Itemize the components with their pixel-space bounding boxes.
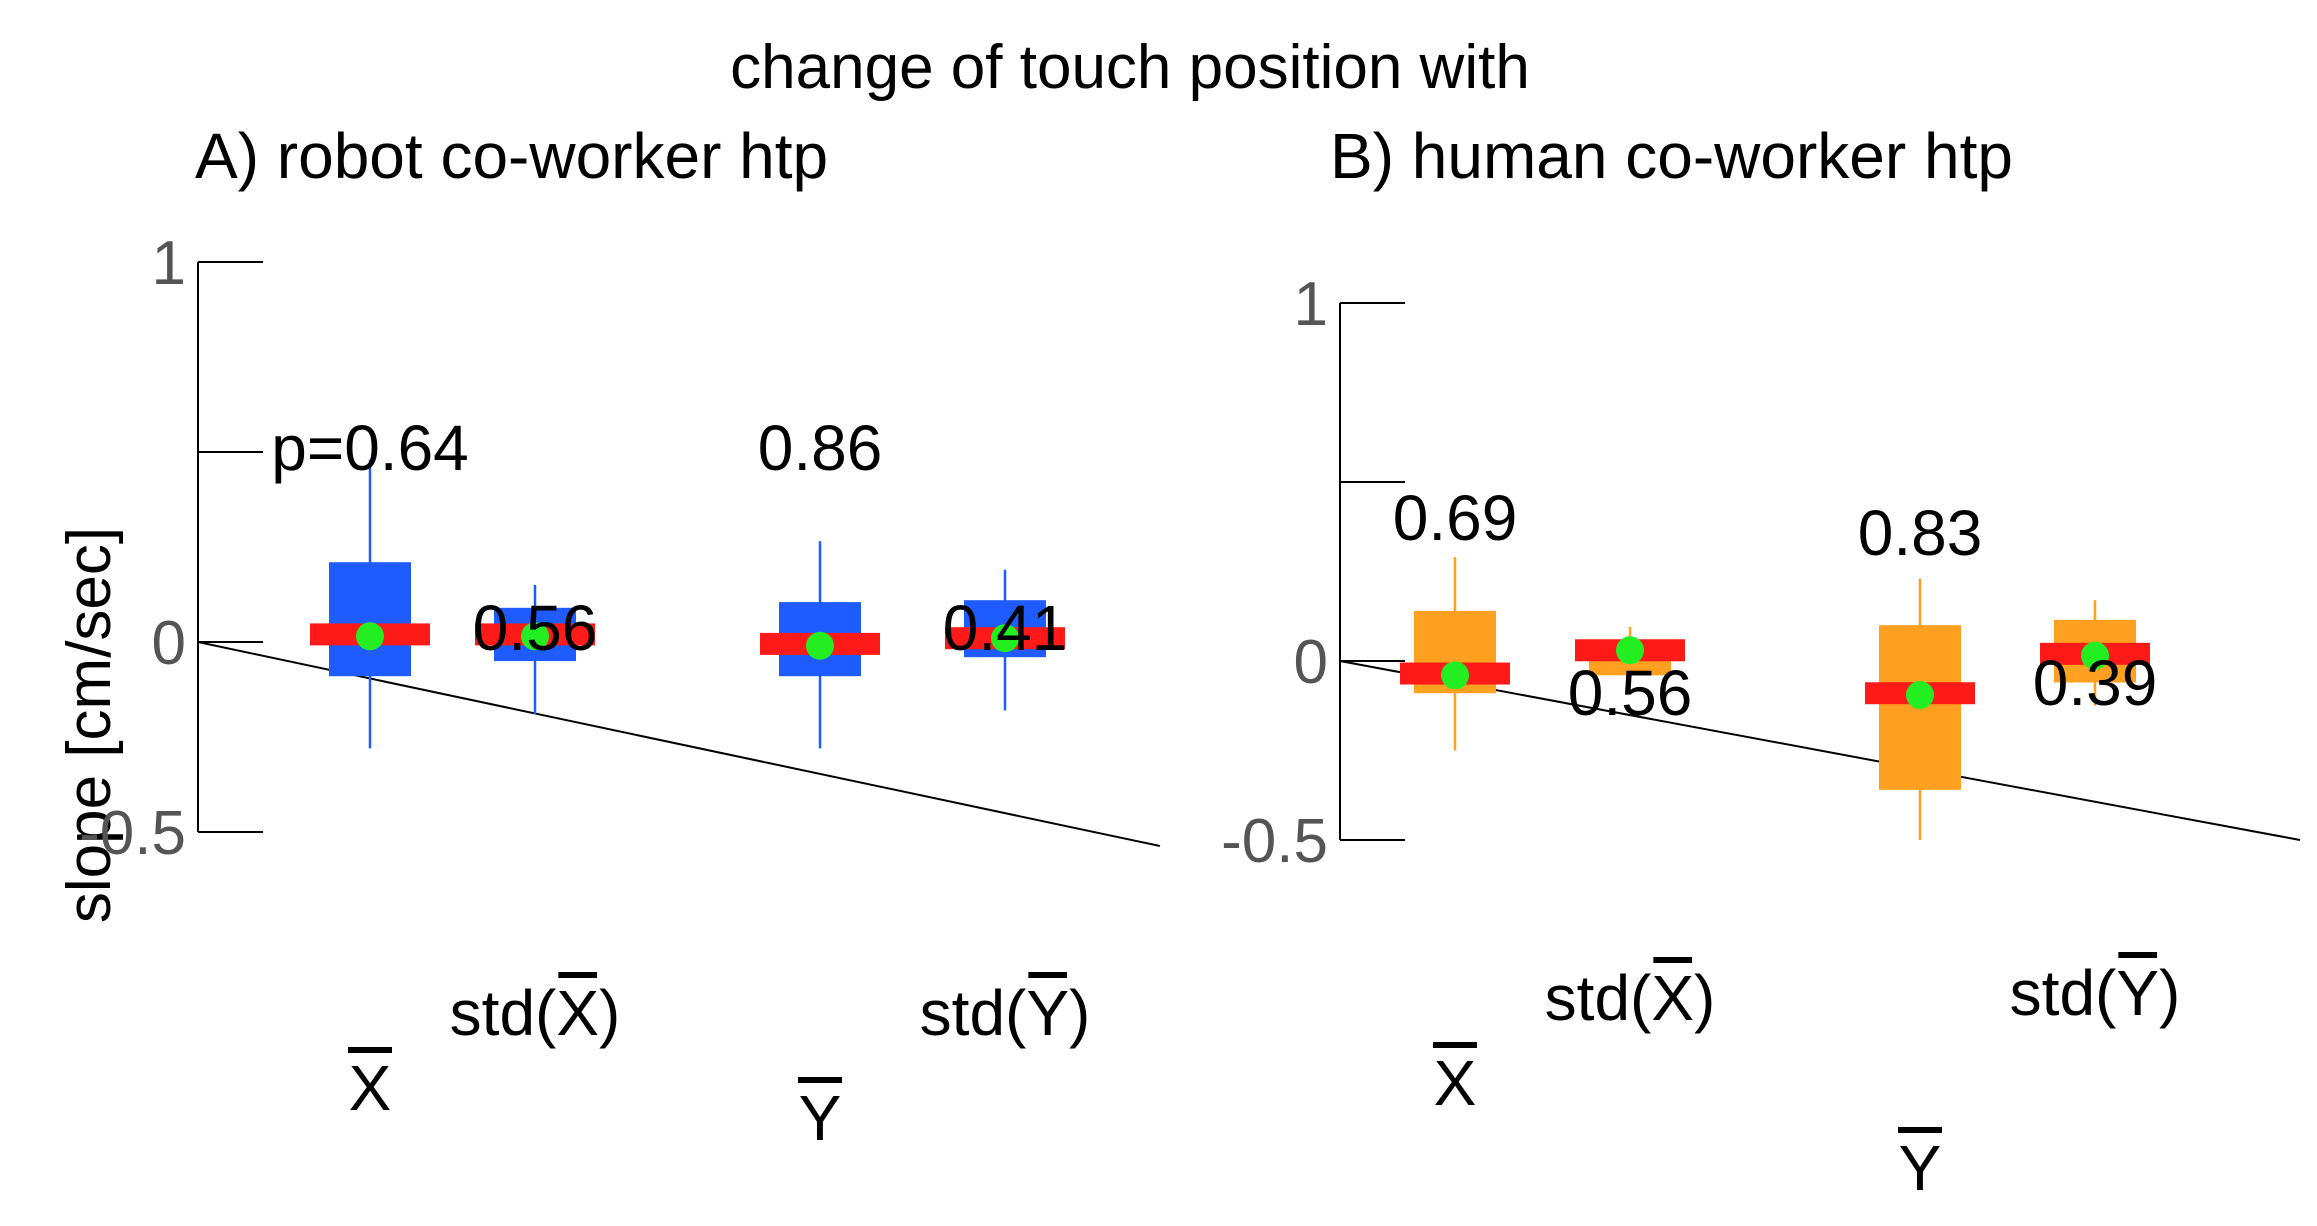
mean-point	[2081, 641, 2109, 670]
p-value-label: p=0.64	[271, 412, 469, 484]
y-tick-label: 0	[152, 609, 186, 678]
p-value-label: 0.56	[1568, 657, 1693, 729]
mean-point	[1906, 681, 1934, 710]
y-axis-label: slope [cm/sec]	[55, 527, 124, 923]
category-label: std(Y)	[920, 977, 1091, 1049]
y-tick-label: 1	[152, 229, 186, 298]
y-tick-label: 1	[1294, 270, 1328, 339]
y-tick-label: -0.5	[1221, 807, 1328, 876]
box-group: p=0.64 X	[271, 412, 469, 1124]
category-label: std(X)	[450, 977, 621, 1049]
box	[329, 562, 411, 677]
panel-a-title: A) robot co-worker htp	[195, 120, 828, 192]
category-label: std(X)	[1545, 962, 1716, 1034]
p-value-label: 0.41	[943, 592, 1068, 664]
box-group: 0.56 std(X)	[1545, 626, 1716, 1034]
p-value-label: 0.39	[2033, 647, 2158, 719]
mean-point	[1441, 661, 1469, 690]
box-group: 0.56 std(X)	[450, 585, 621, 1049]
p-value-label: 0.83	[1858, 497, 1983, 569]
category-label: X	[349, 1052, 392, 1124]
p-value-label: 0.86	[758, 412, 883, 484]
figure-title: change of touch position with	[730, 33, 1530, 102]
zero-line	[1339, 660, 2301, 841]
box-group: 0.83 Y	[1858, 497, 1983, 1204]
box-group: 0.39 std(Y)	[2010, 600, 2181, 1029]
mean-point	[806, 631, 834, 660]
mean-point	[521, 622, 549, 651]
box-group: 0.69 X	[1393, 482, 1518, 1119]
category-label: Y	[1899, 1132, 1942, 1204]
y-tick-label: 0	[1294, 628, 1328, 697]
panel-a-plot: -0.5 0 1 p=0.64 X 0.56 std(X) 0.86 Y 0.41 std(Y)	[79, 229, 1161, 1154]
box-group: 0.41 std(Y)	[920, 569, 1091, 1049]
panel-b-title: B) human co-worker htp	[1330, 120, 2013, 192]
mean-point	[1616, 636, 1644, 665]
y-tick-label: -0.5	[79, 799, 186, 868]
box-group: 0.86 Y	[758, 412, 883, 1154]
mean-point	[991, 624, 1019, 653]
p-value-label: 0.69	[1393, 482, 1518, 554]
panel-b-plot: -0.5 0 1 0.69 X 0.56 std(X) 0.83 Y 0.39 std(Y)	[1221, 270, 2301, 1204]
category-label: std(Y)	[2010, 957, 2181, 1029]
category-label: X	[1434, 1047, 1477, 1119]
p-value-label: 0.56	[473, 592, 598, 664]
mean-point	[356, 622, 384, 651]
category-label: Y	[799, 1082, 842, 1154]
